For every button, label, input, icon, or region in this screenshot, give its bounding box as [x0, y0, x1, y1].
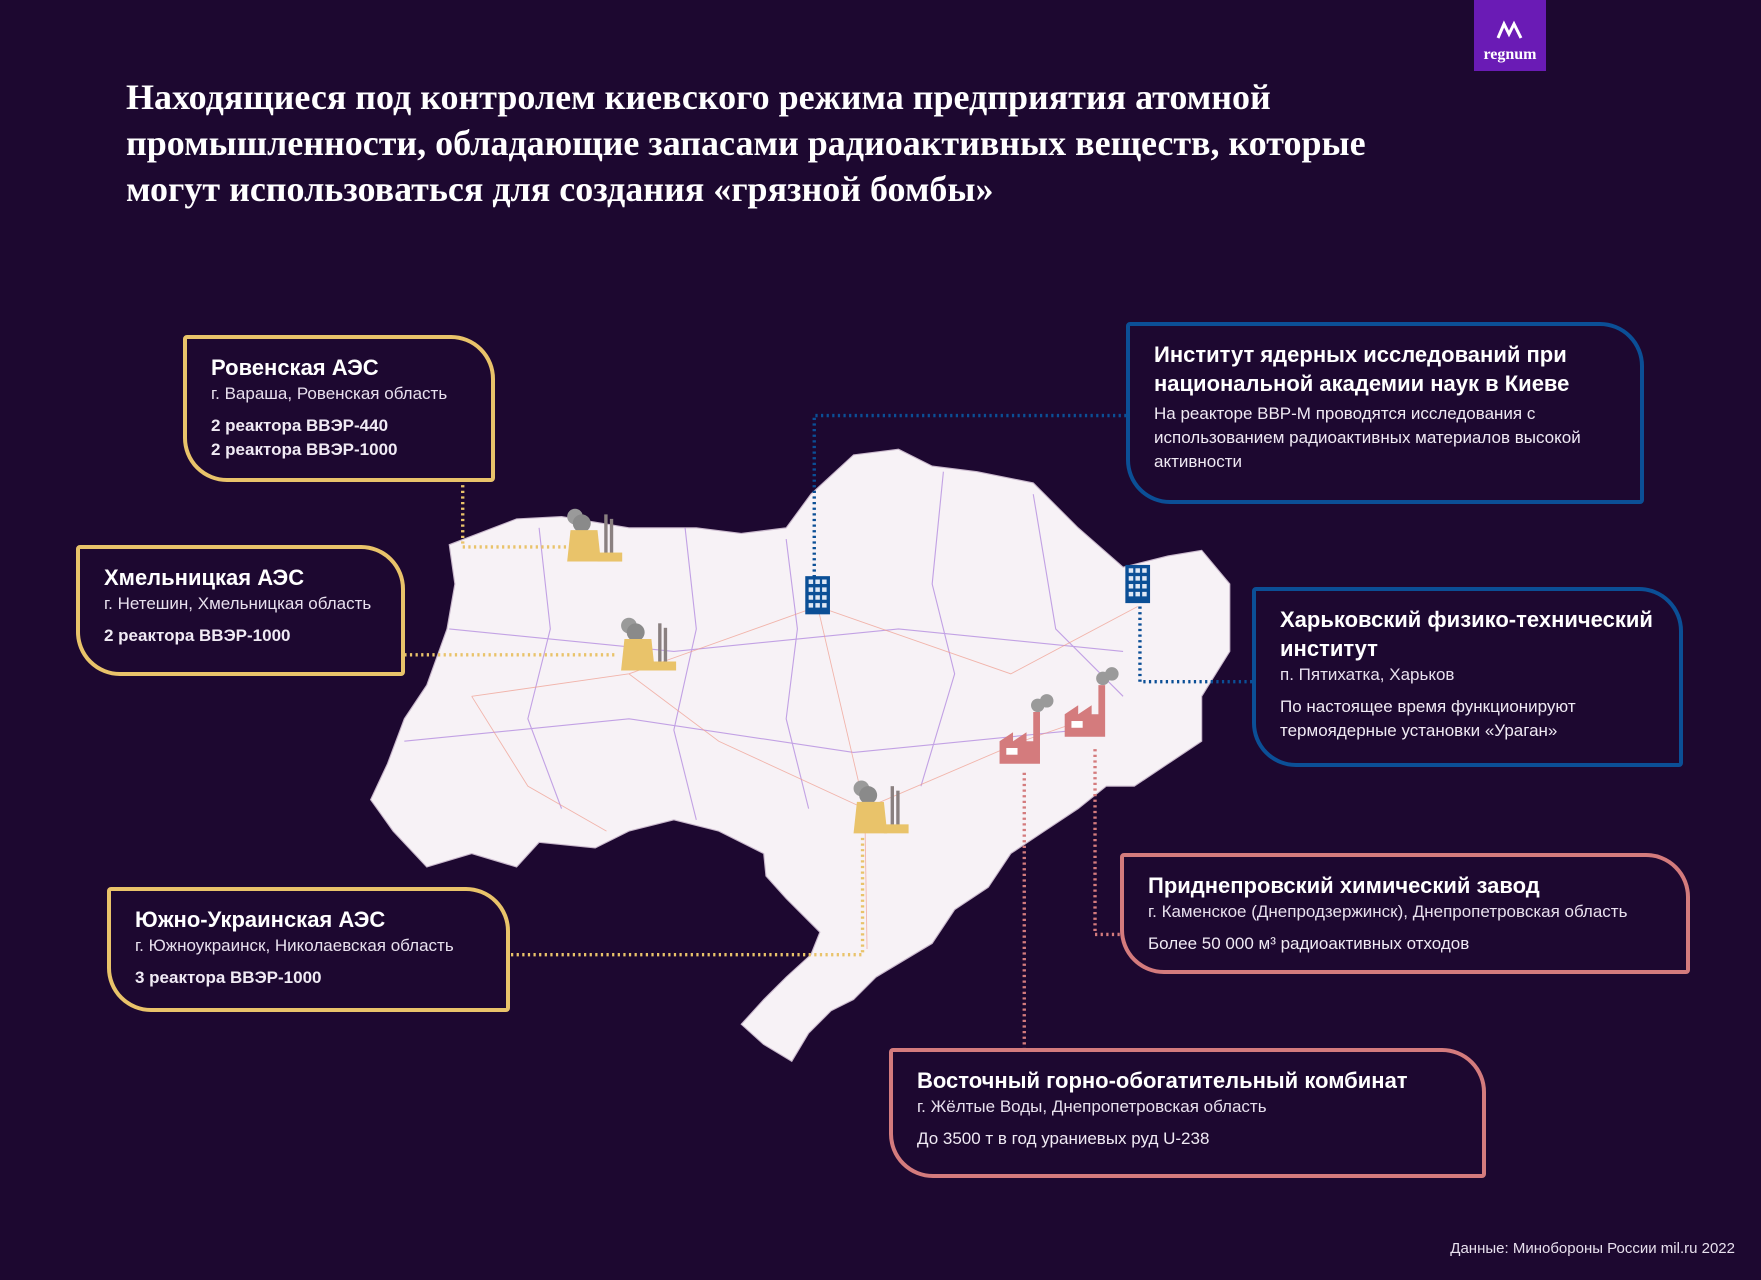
factory-icon — [999, 694, 1054, 764]
regnum-logo[interactable]: regnum — [1474, 0, 1546, 71]
site-location: г. Нетешин, Хмельницкая область — [104, 594, 372, 613]
site-name: Южно-Украинская АЭС — [135, 907, 386, 932]
site-location: г. Вараша, Ровенская область — [211, 384, 448, 403]
site-name: Институт ядерных исследований при национ… — [1154, 342, 1570, 396]
site-card-khmelnitsky: Хмельницкая АЭС г. Нетешин, Хмельницкая … — [76, 545, 405, 676]
data-source: Данные: Минобороны России mil.ru 2022 — [1450, 1240, 1735, 1257]
nuclear-power-plant-icon — [621, 617, 677, 671]
connectors — [404, 413, 1253, 1051]
site-location: г. Каменское (Днепродзержинск), Днепропе… — [1148, 902, 1628, 921]
nuclear-power-plant-icon — [567, 508, 623, 562]
site-name: Ровенская АЭС — [211, 355, 379, 380]
site-detail: 3 реактора ВВЭР-1000 — [135, 968, 322, 987]
country-outline — [369, 448, 1231, 1063]
site-card-pridneprovsky: Приднепровский химический завод г. Камен… — [1120, 853, 1690, 974]
site-detail: На реакторе ВВР-М проводятся исследовани… — [1154, 404, 1581, 471]
logo-text: regnum — [1483, 46, 1537, 63]
site-detail: 2 реактора ВВЭР-440 — [211, 416, 389, 435]
site-name: Приднепровский химический завод — [1148, 873, 1540, 898]
nuclear-power-plant-icon — [853, 780, 909, 834]
site-card-south-ukraine: Южно-Украинская АЭС г. Южноукраинск, Ник… — [107, 887, 510, 1012]
site-card-kharkov-institute: Харьковский физико-технический институт … — [1252, 587, 1683, 767]
mountain-logo-icon — [1496, 20, 1523, 39]
site-card-rovno: Ровенская АЭС г. Вараша, Ровенская облас… — [183, 335, 495, 482]
site-name: Хмельницкая АЭС — [104, 565, 305, 590]
site-detail: Более 50 000 м³ радиоактивных отходов — [1148, 934, 1470, 953]
page-title: Находящиеся под контролем киевского режи… — [126, 77, 1366, 209]
institute-building-icon — [1125, 564, 1151, 604]
site-card-vostochny: Восточный горно-обогатительный комбинат … — [889, 1048, 1486, 1178]
site-name: Восточный горно-обогатительный комбинат — [917, 1068, 1408, 1093]
site-detail: 2 реактора ВВЭР-1000 — [211, 440, 398, 459]
site-location: г. Жёлтые Воды, Днепропетровская область — [917, 1097, 1267, 1116]
site-detail: До 3500 т в год урaниевых руд U-238 — [917, 1129, 1210, 1148]
site-location: п. Пятихатка, Харьков — [1280, 665, 1455, 684]
institute-building-icon — [805, 576, 830, 615]
site-detail: По настоящее время функционируют термояд… — [1280, 697, 1576, 740]
site-detail: 2 реактора ВВЭР-1000 — [104, 626, 291, 645]
factory-icon — [1064, 667, 1119, 737]
site-card-kiev-institute: Институт ядерных исследований при национ… — [1126, 322, 1644, 504]
region-borders — [404, 471, 1124, 820]
site-name: Харьковский физико-технический институт — [1280, 607, 1653, 661]
site-location: г. Южноукраинск, Николаевская область — [135, 936, 454, 955]
